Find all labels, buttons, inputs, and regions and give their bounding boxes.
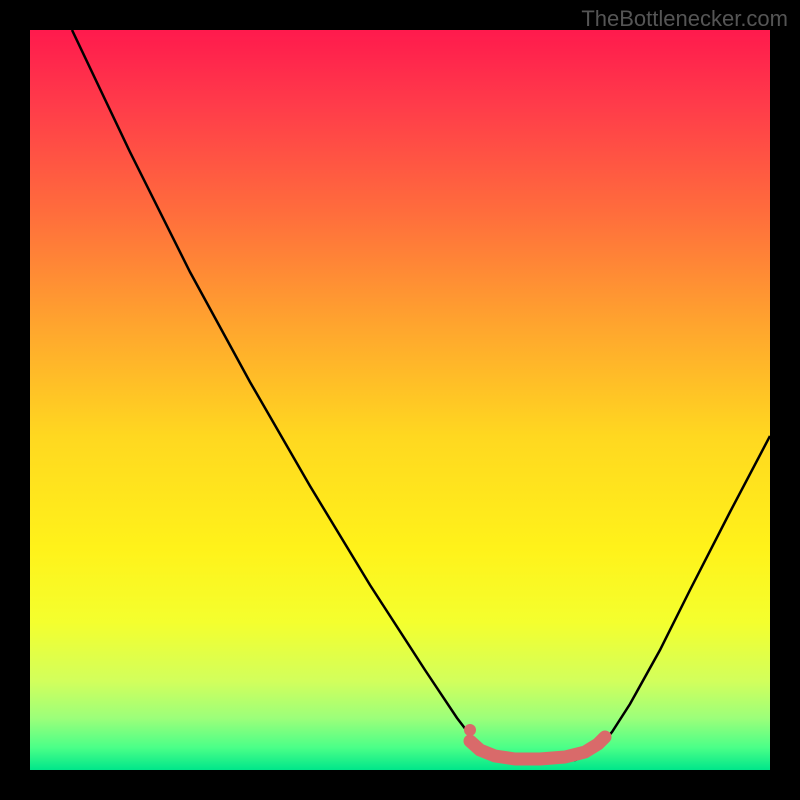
watermark-text: TheBottlenecker.com: [581, 6, 788, 32]
gradient-background: [30, 30, 770, 770]
marker-dot: [464, 724, 476, 736]
plot-area: [30, 30, 770, 770]
chart-svg: [30, 30, 770, 770]
chart-container: TheBottlenecker.com: [0, 0, 800, 800]
